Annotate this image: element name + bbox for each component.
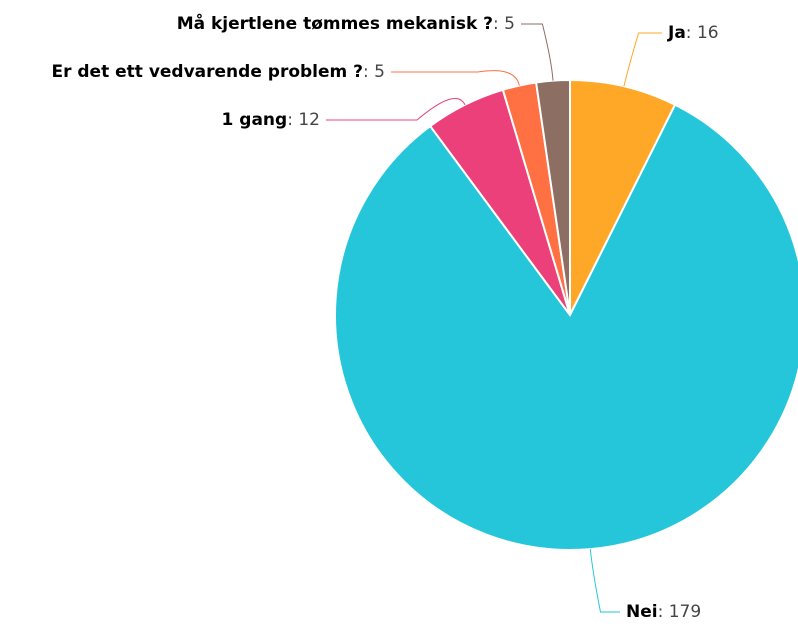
label-sep: : [363,62,374,82]
label-name: Nei [626,602,658,622]
connector [391,70,520,86]
label-name: Må kjertlene tømmes mekanisk ? [177,12,493,34]
slice-label: Nei: 179 [626,602,701,622]
connector [326,98,466,121]
slice-label: Må kjertlene tømmes mekanisk ?: 5 [177,12,515,34]
slice-label: 1 gang: 12 [222,110,320,130]
label-name: 1 gang [222,110,288,130]
label-sep: : [493,14,504,34]
pie-slice [569,78,677,316]
label-sep: : [287,110,298,130]
label-value: 16 [697,23,719,43]
slice-label: Ja: 16 [667,23,719,43]
label-value: 5 [504,14,515,34]
label-sep: : [686,23,697,43]
label-sep: : [658,602,669,622]
connector [521,23,554,81]
label-value: 12 [298,110,320,130]
label-value: 5 [374,62,385,82]
slice-label: Er det ett vedvarende problem ?: 5 [51,62,385,82]
connector [589,549,620,613]
connector [623,32,662,87]
label-name: Er det ett vedvarende problem ? [51,62,363,82]
label-value: 179 [669,602,701,622]
label-name: Ja [667,23,686,43]
